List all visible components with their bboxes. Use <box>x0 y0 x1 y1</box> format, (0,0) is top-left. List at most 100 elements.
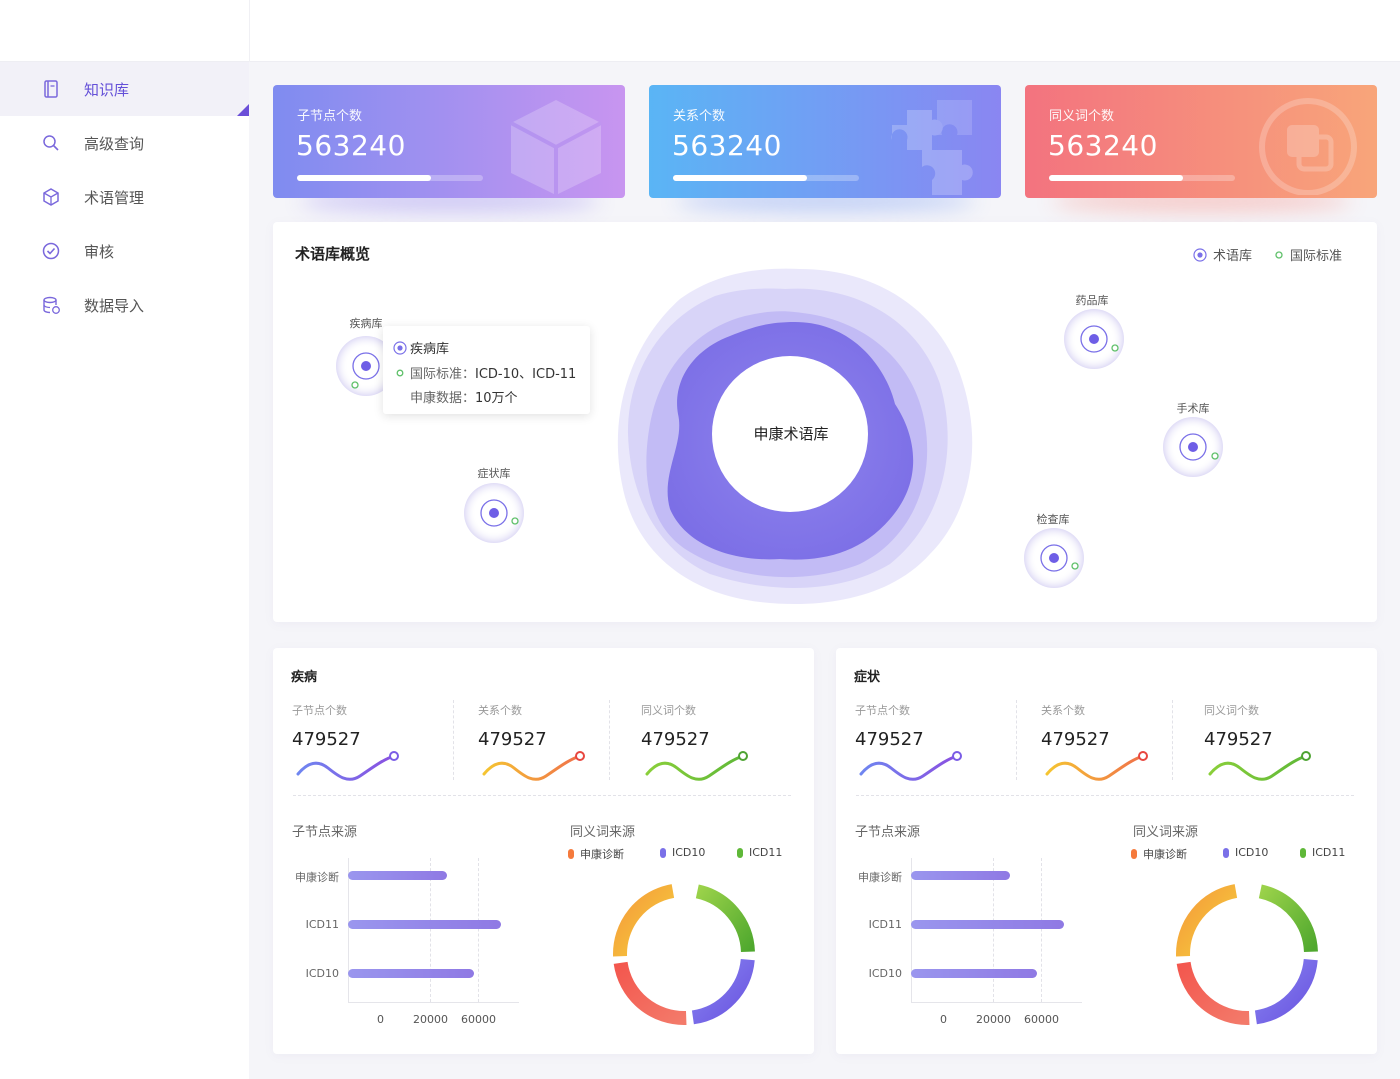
donut-segment[interactable] <box>613 961 687 1025</box>
donut-segment[interactable] <box>691 958 755 1025</box>
donut-segment[interactable] <box>695 884 755 953</box>
legend-swatch <box>737 847 743 858</box>
donut-segment[interactable] <box>1176 961 1250 1025</box>
node-label-exam[interactable]: 检查库 <box>1036 513 1070 526</box>
center-label: 申康术语库 <box>753 424 829 443</box>
donut-segment[interactable] <box>1254 958 1318 1025</box>
node-label-symptom[interactable]: 症状库 <box>477 467 511 480</box>
bar[interactable] <box>348 920 502 929</box>
stat-value: 563240 <box>296 129 406 162</box>
book-icon <box>44 80 58 98</box>
progress-track <box>297 175 483 181</box>
metric-label: 子节点个数 <box>855 704 910 717</box>
sidebar: 知识库 高级查询 术语管理 审核 数据导入 <box>0 62 249 1079</box>
bar-category-label: 申康诊断 <box>858 871 902 884</box>
legend-label: ICD11 <box>1312 846 1346 859</box>
legend-label: ICD10 <box>672 846 706 859</box>
donut-chart-title: 同义词来源 <box>1133 825 1199 840</box>
check-circle-icon <box>42 242 60 260</box>
legend-label: 国际标准 <box>1290 249 1343 264</box>
sidebar-item-label: 术语管理 <box>84 188 145 207</box>
puzzle-icon <box>891 100 973 195</box>
divider <box>1172 700 1173 780</box>
bar[interactable] <box>911 969 1038 978</box>
legend-label: 申康诊断 <box>1143 848 1187 861</box>
donut-legend-item[interactable]: ICD11 <box>737 846 782 859</box>
donut-segment[interactable] <box>613 884 675 957</box>
x-tick-label: 20000 <box>976 1013 1011 1026</box>
category-panel <box>273 648 814 1054</box>
cube-icon <box>510 100 602 195</box>
sparkline <box>296 751 399 781</box>
node-drug <box>1064 309 1124 369</box>
bar[interactable] <box>911 871 1010 880</box>
sidebar-item-term-management[interactable]: 术语管理 <box>0 170 249 224</box>
sparkline <box>859 751 962 781</box>
node-label-disease[interactable]: 疾病库 <box>349 317 383 330</box>
bar-category-label: ICD10 <box>305 967 339 980</box>
sidebar-item-advanced-search[interactable]: 高级查询 <box>0 116 249 170</box>
sidebar-item-review[interactable]: 审核 <box>0 224 249 278</box>
sidebar-item-knowledge-base[interactable]: 知识库 <box>0 62 249 116</box>
sidebar-item-data-import[interactable]: 数据导入 <box>0 278 249 332</box>
x-tick-label: 0 <box>377 1013 384 1026</box>
sidebar-item-label: 高级查询 <box>84 134 145 153</box>
term-library-icon <box>1193 247 1207 262</box>
legend-swatch <box>660 847 666 858</box>
sidebar-item-label: 知识库 <box>84 80 130 99</box>
donut-legend-item[interactable]: 申康诊断 <box>568 846 624 862</box>
tooltip-title: 疾病库 <box>410 342 450 357</box>
y-axis <box>348 858 349 1002</box>
divider <box>609 700 610 780</box>
bar-category-label: ICD10 <box>868 967 902 980</box>
grid-line <box>993 858 994 1002</box>
node-symptom <box>464 483 524 543</box>
bar-chart-title: 子节点来源 <box>292 825 358 840</box>
node-surgery <box>1163 417 1223 477</box>
legend-term[interactable]: 术语库 <box>1193 245 1252 264</box>
metric-value: 479527 <box>1041 729 1110 750</box>
node-exam <box>1024 528 1084 588</box>
stat-card-child-nodes[interactable]: 子节点个数 563240 <box>273 85 625 198</box>
center-blob <box>617 268 973 605</box>
donut-legend-item[interactable]: ICD10 <box>1223 846 1268 859</box>
tooltip-title-row: 疾病库 <box>393 338 449 357</box>
donut-legend-item[interactable]: 申康诊断 <box>1131 846 1187 862</box>
stat-card-relations[interactable]: 关系个数 563240 <box>649 85 1001 198</box>
bar[interactable] <box>348 871 447 880</box>
donut-segment[interactable] <box>1176 884 1238 957</box>
legend-standard[interactable]: 国际标准 <box>1272 245 1342 264</box>
tooltip-standard-row: 国际标准： ICD-10、ICD-11 <box>393 363 576 382</box>
x-tick-label: 20000 <box>413 1013 448 1026</box>
top-bar <box>0 0 1400 62</box>
legend-swatch <box>1300 847 1306 858</box>
metric-label: 关系个数 <box>478 704 522 717</box>
donut-chart-title: 同义词来源 <box>570 825 636 840</box>
grid-line <box>478 858 479 1002</box>
metric-value: 479527 <box>292 729 361 750</box>
y-axis <box>911 858 912 1002</box>
node-label-drug[interactable]: 药品库 <box>1075 294 1109 307</box>
bar[interactable] <box>348 969 475 978</box>
tooltip-standard-label: 国际标准： <box>410 367 476 382</box>
x-tick-label: 60000 <box>1024 1013 1059 1026</box>
bar-category-label: ICD11 <box>868 918 902 931</box>
progress-fill <box>297 175 431 181</box>
legend-label: ICD11 <box>749 846 783 859</box>
donut-chart <box>1176 884 1318 1025</box>
donut-segment[interactable] <box>1258 884 1318 953</box>
grid-line <box>1041 858 1042 1002</box>
bar[interactable] <box>911 920 1065 929</box>
x-axis <box>911 1002 1082 1003</box>
donut-legend-item[interactable]: ICD10 <box>660 846 705 859</box>
tooltip-count-row: 申康数据： 10万个 <box>410 387 518 406</box>
x-axis <box>348 1002 519 1003</box>
panel-title: 疾病 <box>291 670 318 685</box>
grid-line <box>430 858 431 1002</box>
node-label-surgery[interactable]: 手术库 <box>1176 402 1210 415</box>
node-tooltip: 疾病库 国际标准： ICD-10、ICD-11 申康数据： 10万个 <box>383 326 590 414</box>
tooltip-standard-value: ICD-10、ICD-11 <box>475 367 577 382</box>
stat-card-synonyms[interactable]: 同义词个数 563240 <box>1025 85 1377 198</box>
donut-legend-item[interactable]: ICD11 <box>1300 846 1345 859</box>
legend-label: 术语库 <box>1213 249 1253 264</box>
